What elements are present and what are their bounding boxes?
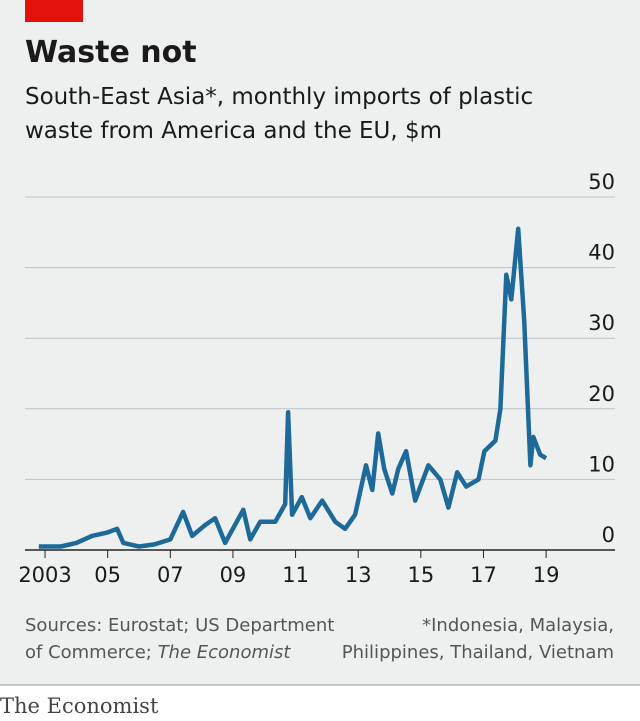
background xyxy=(0,0,640,685)
y-tick-label: 20 xyxy=(588,382,615,406)
x-tick-label: 07 xyxy=(157,563,184,587)
subtitle: South-East Asia*, monthly imports of pla… xyxy=(25,84,533,110)
x-tick-label: 05 xyxy=(94,563,121,587)
x-tick-label: 17 xyxy=(470,563,497,587)
footnote: *Indonesia, Malaysia, xyxy=(422,615,614,636)
x-tick-label: 2003 xyxy=(18,563,71,587)
subtitle: waste from America and the EU, $m xyxy=(25,118,442,144)
source: The Economist xyxy=(158,642,292,663)
chart-title: Waste not xyxy=(25,35,197,70)
y-tick-label: 50 xyxy=(588,170,615,194)
x-tick-label: 11 xyxy=(282,563,309,587)
footnote: Philippines, Thailand, Vietnam xyxy=(342,642,614,663)
x-tick-label: 09 xyxy=(220,563,247,587)
y-tick-label: 40 xyxy=(588,241,615,265)
x-tick-label: 19 xyxy=(533,563,560,587)
line xyxy=(38,226,548,549)
y-tick-label: 0 xyxy=(602,523,615,547)
source: Sources: Eurostat; US Department xyxy=(25,615,334,636)
brand: The Economist xyxy=(0,694,159,718)
red-tag xyxy=(25,0,83,22)
y-tick-label: 10 xyxy=(588,452,615,476)
y-tick-label: 30 xyxy=(588,311,615,335)
x-tick-label: 15 xyxy=(407,563,434,587)
x-tick-label: 13 xyxy=(345,563,372,587)
source: of Commerce; The Economist xyxy=(25,642,291,663)
source: of Commerce; xyxy=(25,642,158,663)
